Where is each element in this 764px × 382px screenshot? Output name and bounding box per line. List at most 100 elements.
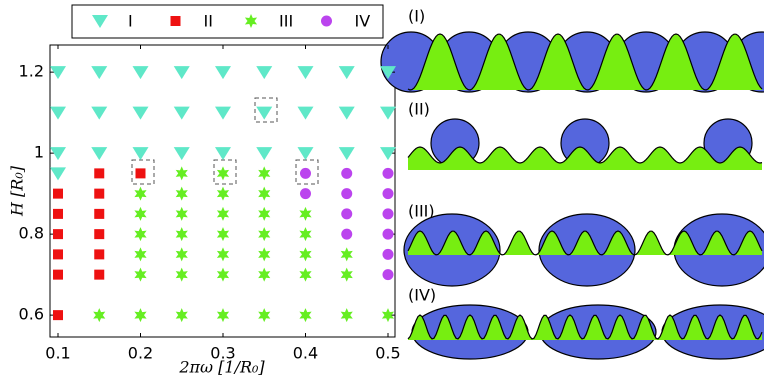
triangle-marker [50,147,67,161]
triangle-marker [297,66,314,80]
circle-marker [299,167,311,179]
legend-box [71,4,384,39]
triangle-marker [91,106,108,120]
star-marker [258,206,271,221]
star-marker [175,227,188,242]
star-marker [299,206,312,221]
star-marker [216,308,230,323]
x-tick-label: 0.4 [293,344,318,363]
triangle-marker [338,66,355,80]
x-tick-label: 0.1 [45,344,70,363]
triangle-marker [132,66,149,80]
highlight-boxes [131,97,319,185]
star-marker [134,308,147,323]
star-marker [175,186,188,201]
star-marker [258,186,271,201]
star-marker [175,267,188,282]
y-tick-label: 1 [34,143,44,162]
triangle-marker [173,106,190,120]
circle-marker [341,167,353,179]
substrate [408,315,762,340]
highlight-box [213,159,237,185]
triangle-marker [338,147,355,161]
circle-marker [299,188,311,200]
star-marker [216,267,230,282]
panel-label: (IV) [408,286,436,305]
square-marker [94,188,105,199]
y-axis-label: H [R₀] [8,165,27,217]
substrate [408,34,762,90]
triangle-marker [256,106,273,120]
x-tick-label: 0.5 [375,344,400,363]
star-marker [216,166,230,181]
star-marker [381,308,394,323]
square-marker [135,168,146,179]
x-axis-label: 2πω [1/R₀] [178,358,265,377]
star-marker [258,247,271,262]
triangle-marker [50,106,67,120]
square-marker [53,310,64,321]
triangle-marker [173,66,190,80]
square-marker [53,188,64,199]
highlight-box [295,159,319,185]
x-tick-label: 0.3 [210,344,235,363]
substrate-edge [407,146,763,164]
triangle-marker [338,106,355,120]
legend-label: II [204,12,213,31]
triangle-marker [297,106,314,120]
square-marker [94,168,105,179]
triangle-marker [91,147,108,161]
square-marker [94,249,105,260]
square-marker [170,16,181,26]
triangle-marker [50,167,67,181]
star-marker [299,267,312,282]
circle-marker [382,248,394,260]
star-marker [258,227,271,242]
star-marker [299,308,312,323]
star-marker [216,186,230,201]
star-marker [216,247,230,262]
x-tick-label: 0.2 [128,344,153,363]
star-marker [175,247,188,262]
substrate [408,147,762,170]
highlight-box [131,159,155,185]
star-marker [299,247,312,262]
triangle-marker [50,66,67,80]
square-marker [53,269,64,280]
star-marker [258,267,271,282]
panel-label: (II) [408,100,430,119]
substrate-edge [407,33,763,91]
square-marker [53,249,64,260]
triangle-marker [173,147,190,161]
y-tick-label: 0.6 [19,305,44,324]
triangle-marker [132,147,149,161]
star-marker [216,227,230,242]
star-marker [93,308,106,323]
triangle-marker [379,147,396,161]
circle-marker [341,228,353,240]
circle-marker [382,208,394,220]
star-marker [258,308,271,323]
triangle-marker [379,66,396,80]
star-marker [175,166,188,181]
square-marker [94,229,105,240]
star-marker [340,308,353,323]
square-marker [53,229,64,240]
star-marker [134,267,147,282]
star-marker [175,308,188,323]
legend-label: I [128,12,133,31]
circle-marker [382,167,394,179]
triangle-marker [132,106,149,120]
circle-marker [382,228,394,240]
circle-marker [341,188,353,200]
substrate-edge [407,230,763,256]
triangle-marker [214,147,231,161]
triangle-marker [297,147,314,161]
legend-label: IV [355,12,371,31]
triangle-marker [379,106,396,120]
y-tick-label: 1.2 [19,62,44,81]
triangle-marker [214,66,231,80]
star-marker [134,186,147,201]
square-marker [53,208,64,219]
